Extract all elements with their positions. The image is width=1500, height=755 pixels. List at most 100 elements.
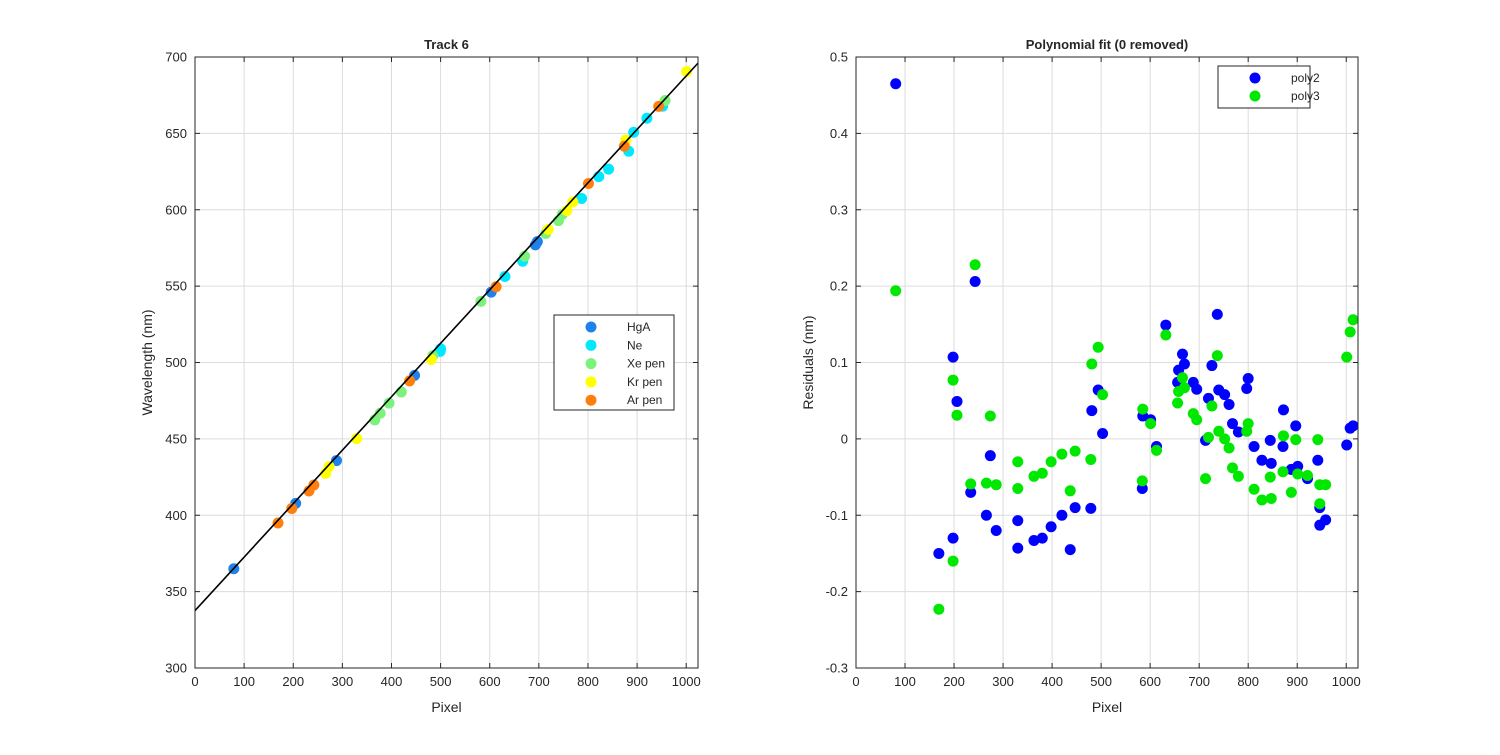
data-point-ar-pen bbox=[308, 479, 320, 491]
data-point-poly3 bbox=[1265, 492, 1277, 504]
residuals-plot: 0 100 200 300 400 500 600 700 800 900 1000 -0.3 -0.2… bbox=[800, 37, 1361, 715]
data-point-poly3 bbox=[1242, 418, 1254, 430]
data-point-ne bbox=[593, 171, 605, 183]
x-tick-label: 1000 bbox=[1332, 674, 1361, 689]
data-point-poly3 bbox=[1292, 468, 1304, 480]
data-point-poly3 bbox=[947, 374, 959, 386]
data-point-poly2 bbox=[1086, 405, 1098, 417]
legend-marker-ne bbox=[585, 339, 597, 351]
legend-label-ar-pen: Ar pen bbox=[627, 393, 662, 407]
data-point-poly3 bbox=[969, 259, 981, 271]
legend-marker-poly3 bbox=[1249, 90, 1261, 102]
data-point-hga bbox=[330, 455, 342, 467]
y-axis-label: Wavelength (nm) bbox=[139, 309, 155, 415]
legend-box bbox=[553, 314, 675, 411]
data-point-poly3 bbox=[1227, 462, 1238, 474]
legend-label-poly3: poly3 bbox=[1291, 89, 1320, 103]
legend: poly2 poly3 bbox=[1217, 65, 1320, 109]
legend: HgA Ne Xe pen Kr pen Ar pen bbox=[553, 314, 675, 411]
data-point-poly2 bbox=[951, 395, 963, 407]
y-tick-label: 0.4 bbox=[830, 126, 848, 141]
data-point-poly2 bbox=[1085, 502, 1097, 514]
legend-label-kr-pen: Kr pen bbox=[627, 375, 662, 389]
data-point-poly2 bbox=[1248, 441, 1260, 453]
x-tick-label: 400 bbox=[381, 674, 403, 689]
data-point-kr-pen bbox=[425, 353, 437, 365]
data-point-poly3 bbox=[980, 477, 992, 489]
data-point-poly3 bbox=[1137, 403, 1149, 415]
legend-label-ne: Ne bbox=[627, 338, 643, 352]
y-tick-label: 550 bbox=[165, 279, 187, 294]
data-point-poly3 bbox=[1248, 483, 1260, 495]
y-tick-label: 0.1 bbox=[830, 355, 848, 370]
wavelength-calibration-plot: 0 100 200 300 400 500 600 700 800 900 1000 300 350 40… bbox=[139, 37, 701, 715]
y-tick-label: -0.3 bbox=[826, 661, 848, 676]
data-point-poly2 bbox=[1277, 441, 1289, 453]
legend-marker-poly2 bbox=[1249, 72, 1261, 84]
data-point-xe-pen bbox=[475, 295, 487, 307]
y-tick-label: 400 bbox=[165, 508, 187, 523]
fit-line bbox=[195, 62, 698, 612]
data-point-poly2 bbox=[1176, 348, 1188, 360]
x-tick-label: 700 bbox=[1188, 674, 1210, 689]
y-tick-label: 450 bbox=[165, 431, 187, 446]
x-tick-label: 700 bbox=[528, 674, 550, 689]
data-point-poly3 bbox=[1097, 389, 1109, 401]
data-point-poly3 bbox=[1223, 442, 1235, 454]
data-point-poly2 bbox=[1136, 483, 1148, 495]
data-point-poly2 bbox=[1312, 454, 1324, 466]
x-axis-label: Pixel bbox=[1092, 699, 1122, 715]
legend-marker-hga bbox=[585, 321, 597, 333]
data-point-poly3 bbox=[1320, 479, 1332, 491]
data-point-ar-pen bbox=[286, 503, 298, 515]
data-point-poly3 bbox=[1012, 483, 1024, 495]
legend-box bbox=[1217, 65, 1311, 109]
y-tick-label: 300 bbox=[165, 661, 187, 676]
x-tick-label: 800 bbox=[1237, 674, 1259, 689]
legend-marker-xe-pen bbox=[585, 358, 597, 370]
data-point-poly2 bbox=[1036, 532, 1048, 544]
data-point-ar-pen bbox=[490, 281, 502, 293]
x-tick-label: 600 bbox=[1139, 674, 1161, 689]
x-tick-label: 500 bbox=[1090, 674, 1112, 689]
x-tick-label: 500 bbox=[430, 674, 452, 689]
data-point-xe-pen bbox=[374, 407, 386, 419]
data-point-kr-pen bbox=[681, 66, 693, 78]
x-tick-label: 0 bbox=[191, 674, 198, 689]
data-point-kr-pen bbox=[351, 433, 363, 445]
data-point-poly3 bbox=[1200, 473, 1212, 485]
data-point-poly2 bbox=[965, 486, 977, 498]
data-point-kr-pen bbox=[542, 223, 554, 235]
chart-title: Polynomial fit (0 removed) bbox=[1026, 37, 1189, 52]
data-point-poly3 bbox=[1176, 372, 1188, 384]
data-point-poly2 bbox=[990, 525, 1002, 537]
legend-marker-kr-pen bbox=[585, 376, 597, 388]
y-tick-label: 0.5 bbox=[830, 50, 848, 65]
y-tick-label: 600 bbox=[165, 202, 187, 217]
data-point-ne bbox=[603, 163, 615, 175]
data-point-poly3 bbox=[965, 478, 977, 490]
data-point-ar-pen bbox=[272, 517, 284, 529]
data-point-poly3 bbox=[1344, 326, 1356, 338]
data-point-poly3 bbox=[1172, 397, 1184, 409]
data-point-poly2 bbox=[1160, 319, 1172, 331]
x-tick-label: 600 bbox=[479, 674, 501, 689]
data-point-poly2 bbox=[984, 450, 996, 462]
data-point-poly3 bbox=[1232, 470, 1244, 482]
data-point-poly3 bbox=[1151, 444, 1163, 456]
data-point-poly2 bbox=[1227, 418, 1238, 430]
data-point-poly3 bbox=[1191, 414, 1203, 426]
data-point-poly2 bbox=[1241, 382, 1253, 394]
x-tick-label: 900 bbox=[626, 674, 648, 689]
data-point-poly2 bbox=[1292, 460, 1304, 472]
y-tick-label: 350 bbox=[165, 584, 187, 599]
data-point-poly2 bbox=[1064, 544, 1076, 556]
data-point-poly2 bbox=[1290, 420, 1302, 432]
data-point-poly3 bbox=[1277, 466, 1289, 478]
y-tick-label: -0.1 bbox=[826, 508, 848, 523]
data-point-poly3 bbox=[1314, 498, 1326, 510]
data-point-poly3 bbox=[1064, 485, 1076, 497]
data-point-poly2 bbox=[1178, 358, 1190, 370]
x-tick-label: 900 bbox=[1286, 674, 1308, 689]
legend-label-hga: HgA bbox=[627, 320, 650, 334]
